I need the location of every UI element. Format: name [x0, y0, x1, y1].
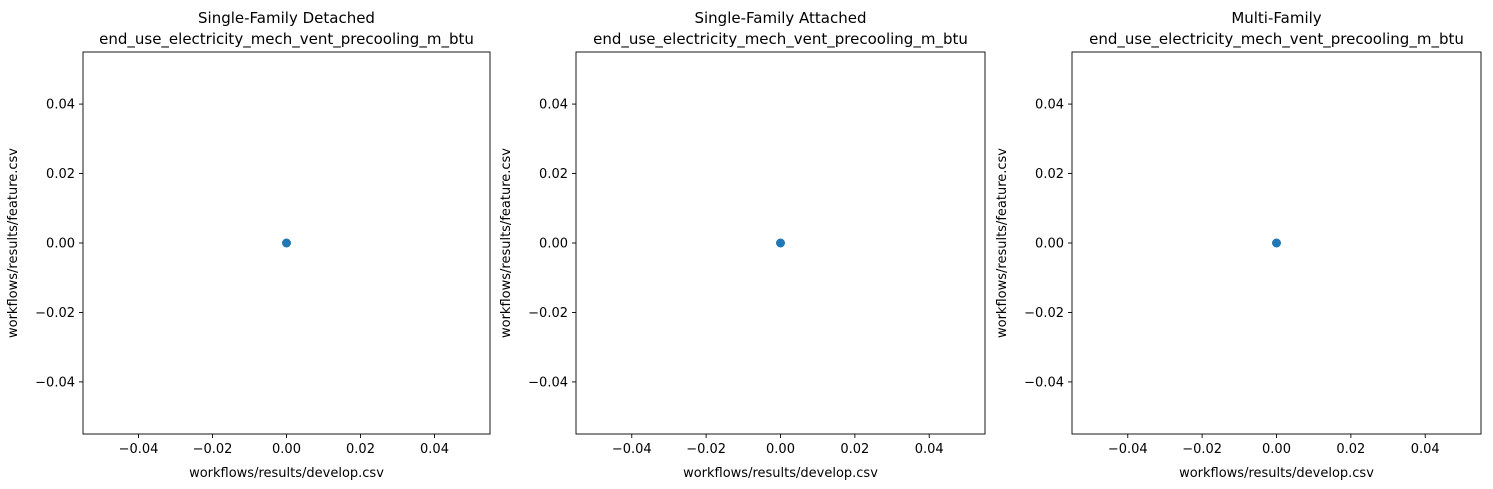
y-tick-label: −0.04	[1024, 375, 1064, 390]
y-tick-label: −0.02	[528, 306, 568, 321]
y-axis-label: workflows/results/feature.csv	[995, 148, 1010, 338]
x-tick-label: 0.02	[1336, 442, 1365, 457]
subplot-2: Single-Family Attached end_use_electricit…	[499, 9, 986, 481]
x-tick-label: −0.04	[612, 442, 652, 457]
data-point	[1272, 238, 1281, 248]
x-tick-label: 0.04	[915, 442, 944, 457]
chart-title: Single-Family Attached	[694, 9, 866, 27]
y-tick-label: 0.00	[1035, 237, 1064, 252]
x-tick-label: 0.04	[1411, 442, 1440, 457]
y-tick-label: 0.00	[539, 237, 568, 252]
x-tick-label: −0.02	[193, 442, 233, 457]
y-tick-label: −0.04	[528, 375, 568, 390]
y-tick-label: −0.04	[35, 375, 75, 390]
x-axis-label: workflows/results/develop.csv	[189, 466, 384, 481]
chart-subtitle: end_use_electricity_mech_vent_precooling…	[1089, 30, 1464, 49]
y-tick-label: 0.02	[1035, 167, 1064, 182]
x-tick-label: 0.02	[840, 442, 869, 457]
y-tick-label: 0.00	[46, 237, 75, 252]
subplot-1: Single-Family Detached end_use_electricit…	[6, 9, 491, 481]
x-tick-label: 0.04	[420, 442, 449, 457]
y-tick-label: −0.02	[35, 306, 75, 321]
y-axis-label: workflows/results/feature.csv	[499, 148, 514, 338]
x-tick-label: −0.02	[1182, 442, 1222, 457]
chart-subtitle: end_use_electricity_mech_vent_precooling…	[99, 30, 474, 49]
x-tick-label: −0.04	[119, 442, 159, 457]
x-tick-label: 0.00	[272, 442, 301, 457]
y-axis-label: workflows/results/feature.csv	[6, 148, 21, 338]
x-tick-label: 0.00	[766, 442, 795, 457]
y-tick-label: 0.04	[46, 98, 75, 113]
x-tick-label: −0.02	[686, 442, 726, 457]
x-axis-label: workflows/results/develop.csv	[1179, 466, 1374, 481]
y-tick-label: −0.02	[1024, 306, 1064, 321]
x-tick-label: −0.04	[1108, 442, 1148, 457]
data-point	[776, 238, 785, 248]
y-tick-label: 0.02	[539, 167, 568, 182]
data-point	[282, 238, 291, 248]
y-tick-label: 0.04	[1035, 98, 1064, 113]
chart-subtitle: end_use_electricity_mech_vent_precooling…	[593, 30, 968, 49]
subplot-3: Multi-Family end_use_electricity_mech_ven…	[995, 9, 1482, 481]
x-tick-label: 0.02	[346, 442, 375, 457]
chart-title: Multi-Family	[1231, 9, 1321, 27]
y-tick-label: 0.04	[539, 98, 568, 113]
y-tick-label: 0.02	[46, 167, 75, 182]
chart-title: Single-Family Detached	[198, 9, 375, 27]
x-axis-label: workflows/results/develop.csv	[683, 466, 878, 481]
x-tick-label: 0.00	[1262, 442, 1291, 457]
